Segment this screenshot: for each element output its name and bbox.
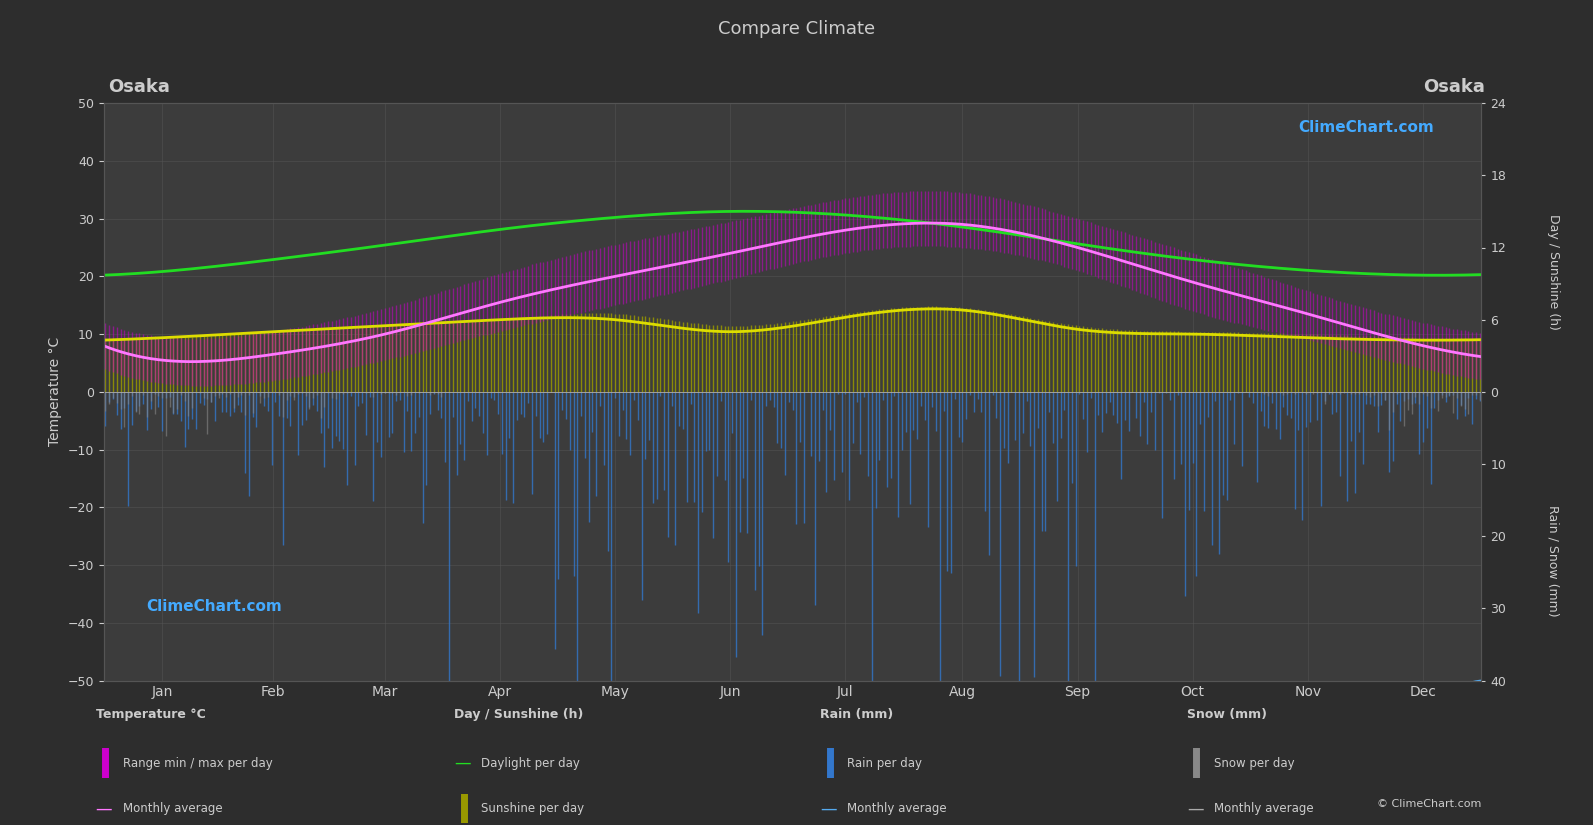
Text: —: — [454, 754, 470, 772]
Text: Rain (mm): Rain (mm) [820, 708, 894, 721]
Text: Osaka: Osaka [108, 78, 170, 96]
Text: —: — [96, 799, 112, 818]
Y-axis label: Temperature °C: Temperature °C [48, 337, 62, 446]
Text: © ClimeChart.com: © ClimeChart.com [1376, 799, 1481, 809]
Text: Temperature °C: Temperature °C [96, 708, 205, 721]
Text: Monthly average: Monthly average [847, 802, 948, 815]
Text: ClimeChart.com: ClimeChart.com [147, 599, 282, 614]
Text: Rain per day: Rain per day [847, 757, 922, 770]
Text: Snow per day: Snow per day [1214, 757, 1295, 770]
Text: Range min / max per day: Range min / max per day [123, 757, 272, 770]
Text: Monthly average: Monthly average [1214, 802, 1314, 815]
Text: Day / Sunshine (h): Day / Sunshine (h) [454, 708, 583, 721]
Text: Snow (mm): Snow (mm) [1187, 708, 1266, 721]
Text: Monthly average: Monthly average [123, 802, 223, 815]
Text: Osaka: Osaka [1423, 78, 1485, 96]
Text: Daylight per day: Daylight per day [481, 757, 580, 770]
Text: Rain / Snow (mm): Rain / Snow (mm) [1547, 505, 1560, 617]
Text: —: — [1187, 799, 1203, 818]
Text: —: — [820, 799, 836, 818]
Text: Day / Sunshine (h): Day / Sunshine (h) [1547, 214, 1560, 330]
Text: Sunshine per day: Sunshine per day [481, 802, 585, 815]
Text: Compare Climate: Compare Climate [718, 20, 875, 38]
Text: ClimeChart.com: ClimeChart.com [1298, 120, 1434, 135]
